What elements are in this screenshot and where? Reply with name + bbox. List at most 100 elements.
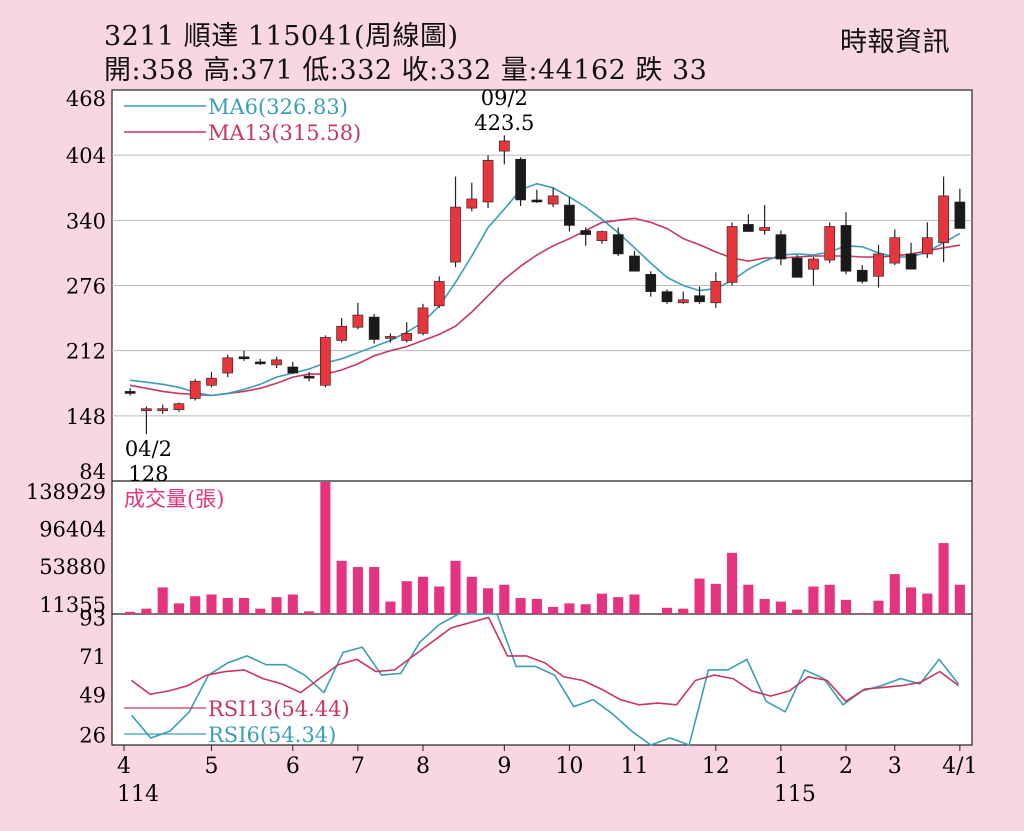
volume-bar — [238, 598, 250, 614]
rsi-tick-label: 49 — [79, 683, 106, 707]
price-tick-label: 148 — [66, 405, 106, 429]
plot-frame — [111, 89, 973, 746]
price-tick-label: 212 — [66, 340, 106, 364]
candle-body — [303, 375, 315, 379]
volume-bar — [808, 586, 819, 614]
volume-bar — [759, 598, 770, 614]
price-tick-label: 340 — [66, 209, 106, 233]
volume-bar — [548, 606, 559, 614]
candle-body — [629, 255, 640, 272]
volume-bar — [173, 603, 184, 614]
volume-bar — [304, 611, 315, 614]
candle-body — [645, 273, 657, 292]
candle-body — [791, 257, 803, 278]
candle-body — [612, 234, 624, 255]
source-label: 時報資訊 — [840, 27, 950, 58]
candle-body — [385, 336, 396, 339]
volume-bar — [564, 603, 575, 614]
volume-bar — [190, 596, 201, 614]
volume-bar — [320, 482, 331, 614]
volume-bar — [385, 601, 396, 614]
volume-bar — [710, 583, 721, 614]
volume-bar — [580, 604, 591, 614]
candle-body — [320, 337, 331, 386]
volume-bar — [596, 593, 607, 614]
volume-bar — [401, 581, 412, 614]
volume-bar — [906, 587, 917, 614]
rsi-legend-label: RSI6(54.34) — [208, 723, 336, 747]
volume-bar — [157, 587, 168, 614]
x-tick-label: 12 — [702, 754, 730, 779]
volume-bar — [141, 608, 152, 614]
x-tick-label: 8 — [416, 754, 430, 779]
volume-bar — [369, 567, 380, 614]
year-label: 114 — [117, 782, 159, 807]
candle-body — [287, 366, 299, 374]
volume-bar — [694, 578, 705, 614]
volume-bar — [873, 600, 884, 614]
volume-tick-label: 138929 — [26, 480, 106, 504]
rsi-tick-label: 26 — [79, 724, 106, 748]
volume-bar — [499, 584, 510, 614]
volume-bar — [613, 597, 624, 614]
candle-body — [433, 281, 445, 307]
volume-bar — [938, 543, 949, 614]
candle-body — [466, 198, 478, 209]
volume-bar — [743, 584, 754, 614]
candle-body — [515, 158, 526, 201]
candle-body — [173, 403, 185, 411]
candle-body — [775, 234, 787, 260]
candle-body — [222, 357, 234, 374]
candle-body — [921, 237, 933, 255]
volume-bar — [792, 609, 803, 614]
volume-bar — [922, 593, 933, 614]
annotation-date: 09/2 — [481, 86, 528, 110]
candle-body — [498, 140, 510, 152]
volume-bar — [857, 613, 868, 614]
x-tick-label: 6 — [286, 754, 300, 779]
price-tick-label: 404 — [66, 144, 106, 168]
x-tick-label: 1 — [774, 754, 788, 779]
volume-bar — [271, 597, 282, 614]
x-tick-label: 4/1 — [942, 754, 977, 779]
candle-body — [677, 299, 689, 304]
x-tick-label: 11 — [620, 754, 648, 779]
x-tick-label: 3 — [888, 754, 902, 779]
candle-body — [710, 281, 722, 304]
x-tick-label: 7 — [351, 754, 365, 779]
candle-body — [401, 333, 413, 341]
volume-bar — [775, 601, 786, 614]
year-label: 115 — [774, 782, 816, 807]
volume-bar — [125, 611, 136, 614]
volume-bar — [255, 608, 266, 614]
volume-bar — [483, 588, 494, 614]
candle-body — [482, 159, 494, 203]
volume-bar — [531, 598, 542, 614]
candle-body — [141, 408, 152, 412]
volume-bar — [466, 576, 477, 614]
volume-bar — [336, 560, 347, 614]
candle-body — [954, 201, 966, 229]
volume-bar — [287, 594, 298, 614]
candle-body — [580, 230, 592, 235]
price-tick-label: 276 — [66, 275, 106, 299]
candle-body — [743, 224, 754, 232]
annotation-value: 423.5 — [474, 111, 534, 135]
annotation-date: 04/2 — [125, 437, 172, 461]
candle-body — [531, 199, 543, 203]
legend-label: MA13(315.58) — [208, 121, 361, 145]
volume-bar — [222, 598, 233, 614]
candle-body — [368, 316, 380, 340]
rsi6-line — [130, 613, 960, 747]
price-tick-label: 468 — [66, 87, 106, 111]
candle-body — [596, 231, 608, 241]
candle-body — [157, 408, 169, 412]
ma13-line — [129, 217, 961, 397]
candle-body — [271, 359, 282, 366]
candle-body — [661, 291, 673, 303]
candle-body — [124, 391, 136, 394]
x-tick-label: 10 — [555, 754, 583, 779]
legend-label: MA6(326.83) — [208, 95, 348, 119]
rsi-tick-label: 93 — [79, 606, 106, 630]
